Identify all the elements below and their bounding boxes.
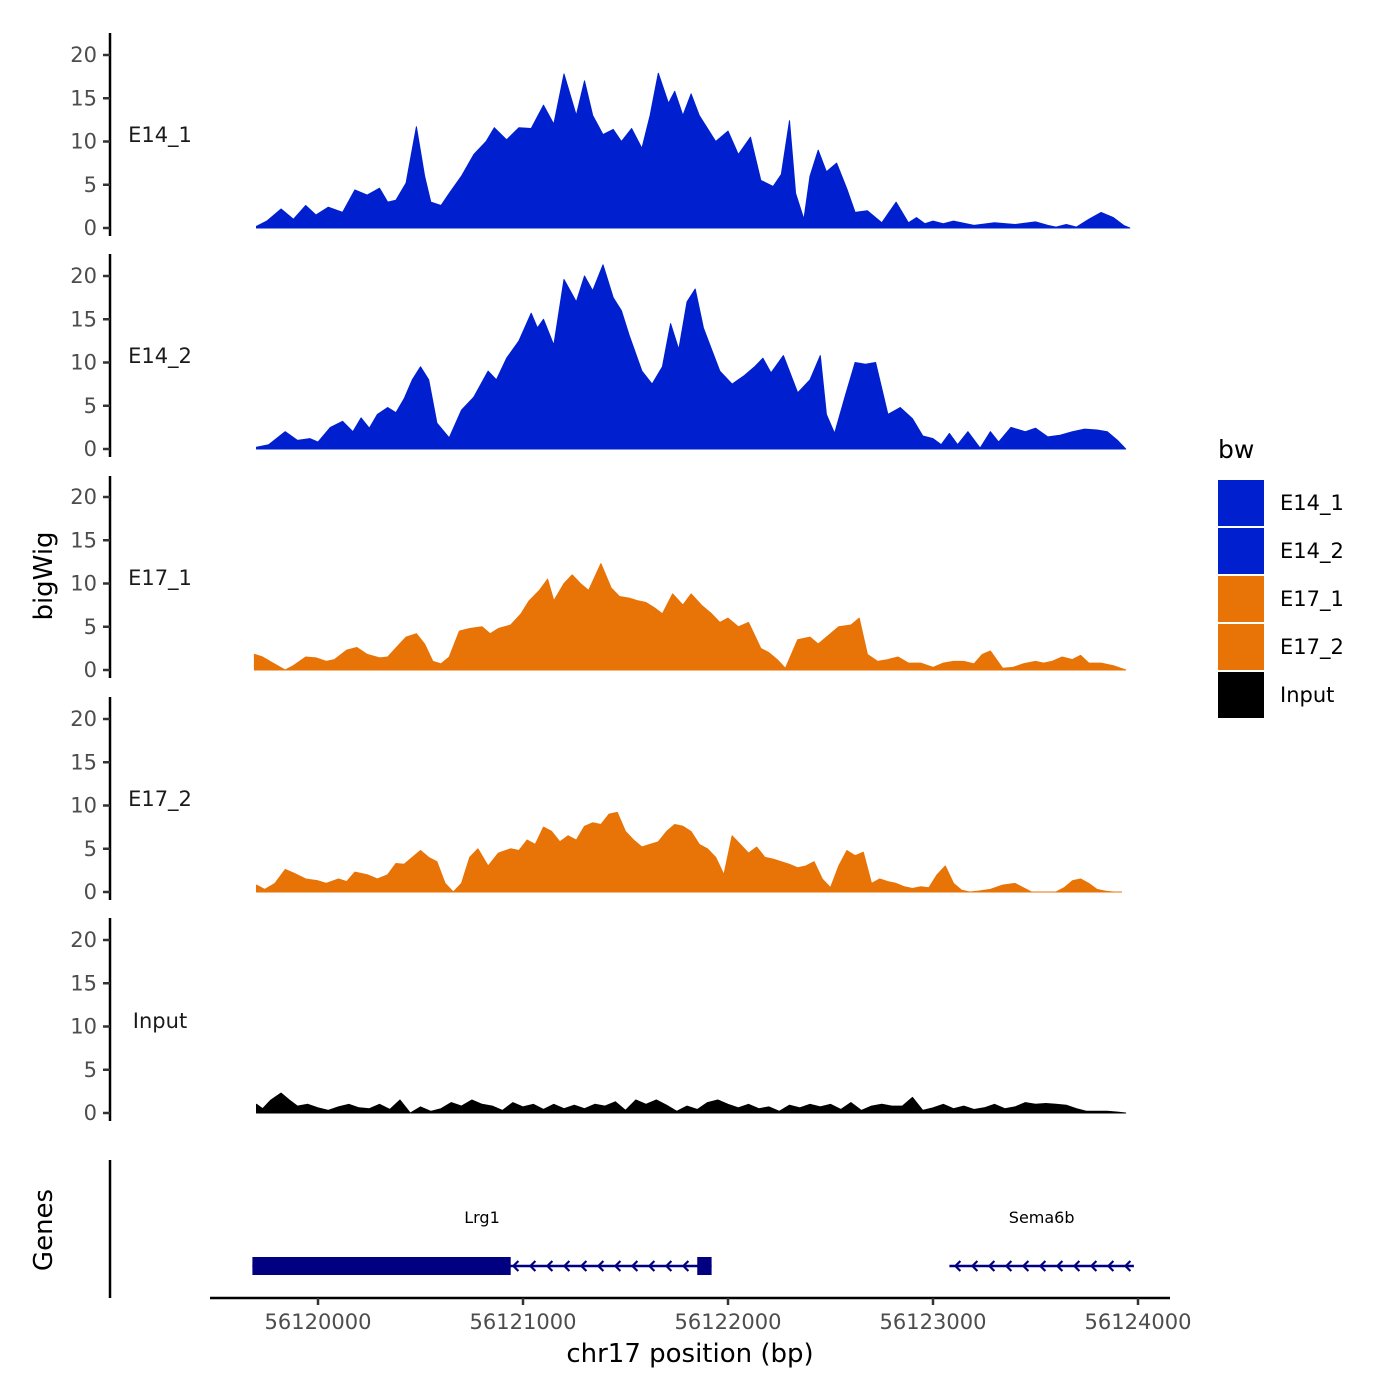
y-tick-label: 0	[84, 437, 97, 461]
y-tick-label: 0	[84, 1101, 97, 1125]
coverage-area-e14-1	[256, 72, 1131, 229]
x-tick-label: 56122000	[675, 1310, 782, 1334]
y-tick-label: 15	[70, 750, 97, 774]
strand-arrow	[528, 1260, 537, 1272]
gene-lrg1: Lrg1	[252, 1208, 712, 1275]
y-tick-label: 5	[84, 837, 97, 861]
strand-arrow	[953, 1260, 962, 1272]
coverage-area-input	[256, 1092, 1127, 1114]
strand-arrow	[1021, 1260, 1030, 1272]
coverage-area-e14-2	[256, 264, 1127, 450]
y-tick-label: 10	[70, 794, 97, 818]
panel-label: E17_2	[128, 787, 192, 812]
panel-e14-2: 0 5 10 15 20 E14_2	[70, 254, 1127, 461]
gene-exon	[252, 1257, 511, 1275]
y-tick-label: 0	[84, 880, 97, 904]
strand-arrow	[970, 1260, 979, 1272]
strand-arrow	[630, 1260, 639, 1272]
genes-panel: Lrg1 Sema6b	[108, 1160, 1134, 1298]
legend-label: E14_2	[1280, 539, 1344, 564]
x-axis: 56120000 56121000 56122000 56123000 56124000	[210, 1296, 1192, 1334]
y-tick-label: 10	[70, 130, 97, 154]
y-tick-label: 20	[70, 928, 97, 952]
strand-arrow	[681, 1260, 690, 1272]
strand-arrow	[1038, 1260, 1047, 1272]
y-tick-label: 10	[70, 572, 97, 596]
legend-title: bw	[1218, 435, 1254, 464]
panel-label: E14_2	[128, 344, 192, 369]
y-tick-label: 5	[84, 394, 97, 418]
y-tick-label: 15	[70, 86, 97, 110]
legend-swatch	[1218, 576, 1264, 622]
strand-arrow	[664, 1260, 673, 1272]
strand-arrow	[579, 1260, 588, 1272]
legend-swatch	[1218, 480, 1264, 526]
y-tick-label: 15	[70, 307, 97, 331]
y-tick-label: 20	[70, 264, 97, 288]
legend-swatch	[1218, 528, 1264, 574]
x-tick-label: 56120000	[265, 1310, 372, 1334]
coverage-panels: 05101520E14_105101520E14_205101520E17_10…	[70, 33, 1131, 1125]
panel-e17-2: 0 5 10 15 20 E17_2	[70, 697, 1123, 904]
genes-axis-title: Genes	[29, 1189, 59, 1271]
x-tick-label: 56123000	[880, 1310, 987, 1334]
panel-e14-1: 0 5 10 15 20 E14_1	[70, 33, 1131, 240]
gene-exon	[697, 1257, 712, 1275]
legend-swatch	[1218, 624, 1264, 670]
strand-arrow	[596, 1260, 605, 1272]
x-tick-label: 56121000	[470, 1310, 577, 1334]
y-tick-label: 5	[84, 173, 97, 197]
legend-label: E17_2	[1280, 635, 1344, 660]
strand-arrow	[987, 1260, 996, 1272]
y-tick-label: 0	[84, 216, 97, 240]
legend-label: E17_1	[1280, 587, 1344, 612]
legend: bw E14_1 E14_2 E17_1 E17_2 Input	[1218, 435, 1344, 718]
panel-input: 0 5 10 15 20 Input	[70, 918, 1127, 1125]
x-tick-label: 56124000	[1085, 1310, 1192, 1334]
strand-arrow	[511, 1260, 520, 1272]
y-tick-label: 20	[70, 707, 97, 731]
panel-label: E14_1	[128, 123, 192, 148]
y-tick-label: 20	[70, 43, 97, 67]
strand-arrow	[613, 1260, 622, 1272]
legend-label: E14_1	[1280, 491, 1344, 516]
coverage-area-e17-1	[253, 563, 1127, 671]
y-tick-label: 5	[84, 615, 97, 639]
x-axis-title: chr17 position (bp)	[566, 1339, 813, 1369]
y-tick-label: 5	[84, 1058, 97, 1082]
y-tick-label: 10	[70, 1015, 97, 1039]
strand-arrow	[1089, 1260, 1098, 1272]
y-tick-label: 20	[70, 485, 97, 509]
y-tick-label: 0	[84, 658, 97, 682]
gene-sema6b: Sema6b	[949, 1208, 1134, 1272]
strand-arrow	[562, 1260, 571, 1272]
gene-label: Sema6b	[1009, 1208, 1075, 1227]
y-tick-label: 15	[70, 971, 97, 995]
panel-e17-1: 0 5 10 15 20 E17_1	[70, 476, 1127, 682]
strand-arrow	[1123, 1260, 1132, 1272]
strand-arrow	[1055, 1260, 1064, 1272]
panel-label: Input	[133, 1009, 187, 1033]
strand-arrow	[545, 1260, 554, 1272]
strand-arrow	[1072, 1260, 1081, 1272]
coverage-area-e17-2	[256, 811, 1123, 893]
strand-arrow	[1004, 1260, 1013, 1272]
legend-label: Input	[1280, 683, 1334, 707]
strand-arrow	[1106, 1260, 1115, 1272]
gene-label: Lrg1	[464, 1208, 500, 1227]
legend-swatch	[1218, 672, 1264, 718]
strand-arrow	[647, 1260, 656, 1272]
y-axis-title: bigWig	[29, 531, 59, 620]
y-tick-label: 10	[70, 351, 97, 375]
panel-label: E17_1	[128, 566, 192, 591]
y-tick-label: 15	[70, 528, 97, 552]
